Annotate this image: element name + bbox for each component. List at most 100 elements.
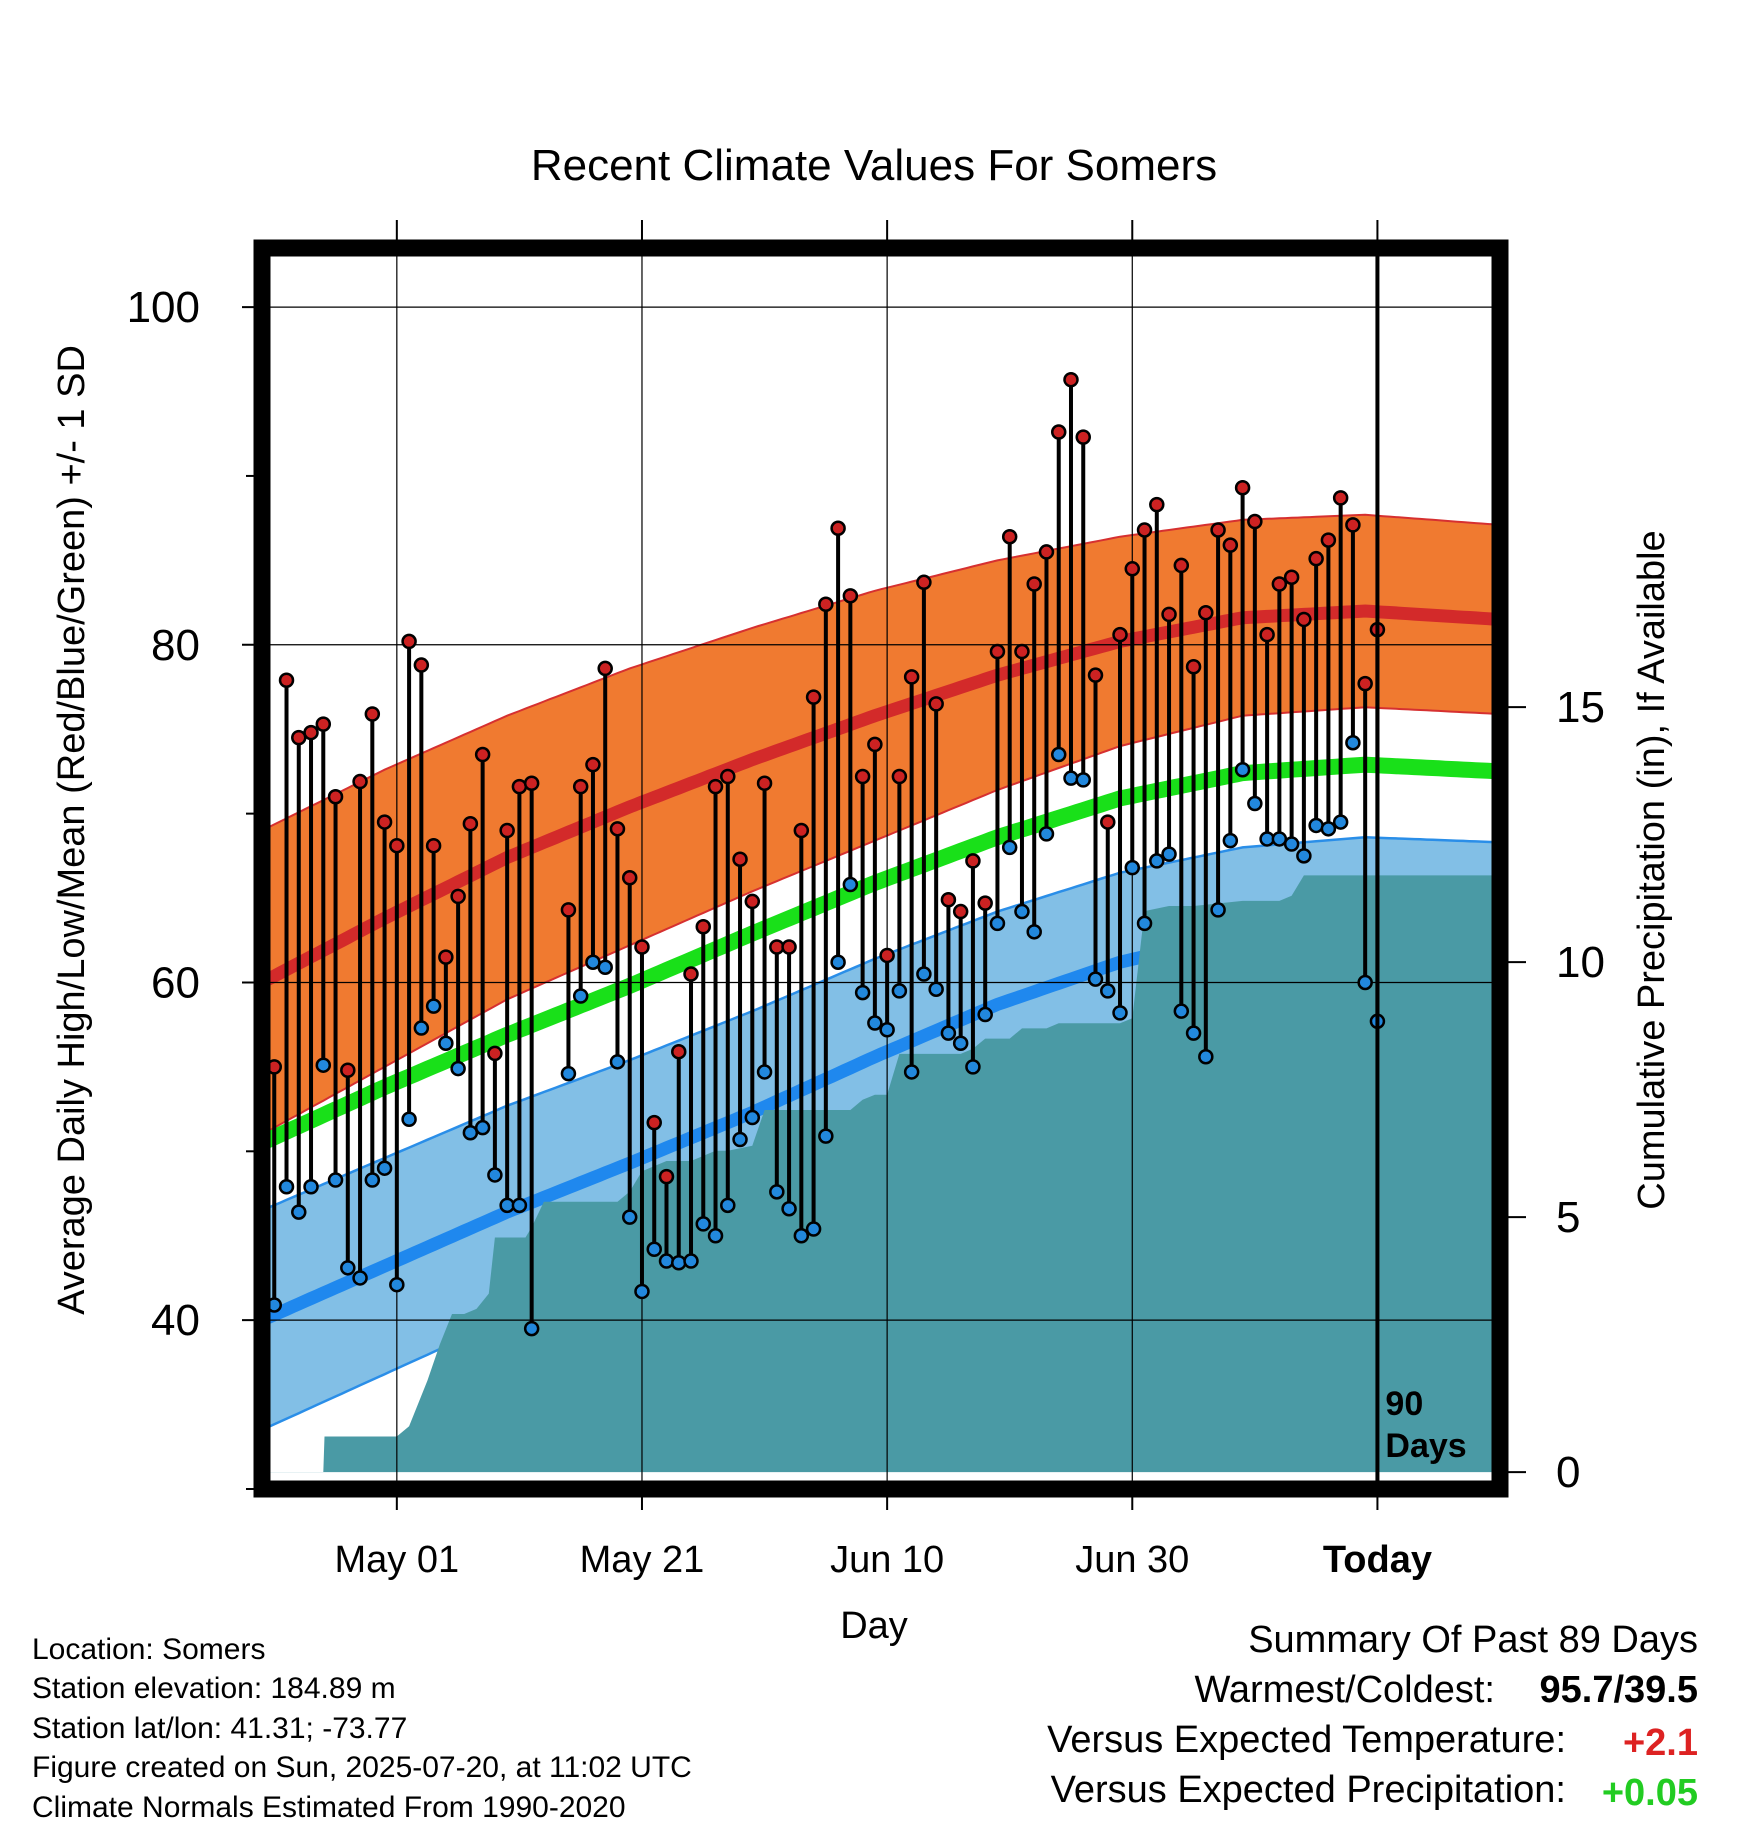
- daily-low-point: [1308, 817, 1324, 834]
- daily-high-point: [989, 643, 1006, 660]
- summary-temp-label: Versus Expected Temperature:: [1047, 1719, 1566, 1761]
- daily-low-point: [634, 1283, 650, 1300]
- daily-low-point: [671, 1254, 687, 1271]
- daily-low-point: [389, 1276, 405, 1293]
- footer-latlon: Station lat/lon: 41.31; -73.77: [32, 1712, 407, 1745]
- daily-high-point: [597, 660, 613, 677]
- daily-low-point: [1124, 859, 1141, 876]
- daily-low-point: [291, 1204, 307, 1220]
- daily-low-point: [376, 1160, 393, 1176]
- left-tick-label: 40: [151, 1296, 200, 1345]
- daily-low-point: [720, 1197, 736, 1214]
- daily-low-point: [1112, 1005, 1128, 1021]
- daily-high-point: [1087, 667, 1104, 683]
- daily-high-point: [781, 939, 797, 955]
- daily-low-point: [621, 1209, 638, 1225]
- right-tick-label: 5: [1556, 1193, 1580, 1242]
- daily-high-point: [977, 895, 993, 911]
- daily-high-point: [1308, 550, 1324, 567]
- daily-high-point: [1271, 576, 1288, 592]
- daily-high-point: [756, 775, 773, 791]
- daily-high-point: [1124, 561, 1141, 577]
- daily-low-point: [572, 988, 589, 1004]
- daily-low-point: [867, 1015, 883, 1031]
- daily-low-point: [1210, 902, 1226, 918]
- daily-low-point: [1026, 924, 1042, 940]
- x-axis-label: Day: [840, 1605, 908, 1647]
- daily-high-point: [646, 1114, 662, 1131]
- daily-high-point: [720, 768, 736, 785]
- daily-low-point: [560, 1065, 577, 1082]
- footer-normals: Climate Normals Estimated From 1990-2020: [32, 1791, 626, 1824]
- daily-high-point: [1234, 480, 1251, 496]
- plot-frame: [253, 239, 1509, 1498]
- daily-low-point: [450, 1060, 466, 1077]
- daily-low-point: [683, 1253, 699, 1269]
- daily-high-point: [928, 696, 944, 712]
- daily-high-point: [940, 891, 957, 908]
- daily-high-point: [1185, 658, 1202, 675]
- daily-high-point: [1332, 490, 1349, 506]
- daily-high-point: [695, 919, 712, 935]
- daily-high-point: [965, 853, 981, 869]
- daily-low-point: [1149, 853, 1165, 869]
- daily-low-point: [1075, 772, 1091, 788]
- daily-low-point: [1345, 734, 1361, 751]
- daily-high-point: [805, 689, 822, 705]
- daily-low-point: [793, 1227, 810, 1244]
- daily-high-point: [818, 596, 834, 613]
- daily-high-point: [854, 768, 871, 785]
- daily-low-point: [854, 984, 871, 1001]
- daily-low-point: [989, 915, 1006, 932]
- daily-high-point: [327, 788, 344, 805]
- daily-high-point: [744, 893, 761, 910]
- daily-low-point: [511, 1197, 528, 1214]
- daily-low-point: [879, 1021, 895, 1038]
- right-tick-label: 0: [1556, 1448, 1580, 1497]
- daily-low-point: [1001, 839, 1018, 856]
- right-tick-label: 10: [1556, 938, 1605, 987]
- daily-high-point: [867, 736, 883, 753]
- daily-low-point: [830, 954, 846, 970]
- daily-high-point: [523, 775, 540, 791]
- daily-high-point: [1038, 544, 1055, 560]
- daily-high-point: [474, 746, 491, 763]
- daily-low-point: [891, 983, 908, 999]
- daily-low-point: [401, 1111, 417, 1127]
- daily-low-point: [646, 1241, 662, 1257]
- daily-high-point: [1001, 528, 1018, 545]
- today-days-word: Days: [1385, 1427, 1466, 1465]
- daily-high-point: [389, 837, 405, 854]
- daily-low-point: [842, 876, 859, 893]
- daily-high-point: [413, 657, 430, 673]
- footer-location: Location: Somers: [32, 1633, 265, 1666]
- today-days-number: 90: [1385, 1385, 1423, 1423]
- daily-high-point: [1222, 537, 1239, 553]
- daily-high-point: [683, 966, 699, 982]
- chart-title: Recent Climate Values For Somers: [531, 141, 1217, 190]
- daily-low-point: [916, 966, 932, 982]
- daily-low-point: [1014, 903, 1030, 920]
- daily-low-point: [364, 1172, 381, 1188]
- daily-low-point: [352, 1270, 368, 1286]
- daily-high-point: [303, 724, 319, 741]
- daily-high-point: [450, 888, 466, 905]
- daily-high-point: [340, 1062, 356, 1079]
- daily-high-point: [1296, 611, 1312, 628]
- plot-border: [253, 239, 1509, 1498]
- daily-high-point: [621, 870, 638, 886]
- daily-high-point: [1161, 606, 1177, 623]
- daily-low-point: [1050, 746, 1067, 763]
- daily-low-point: [315, 1057, 332, 1073]
- daily-high-point: [1210, 522, 1226, 538]
- daily-low-point: [438, 1035, 454, 1052]
- daily-high-point: [842, 588, 859, 604]
- daily-low-point: [928, 981, 944, 997]
- daily-high-point: [1063, 371, 1079, 388]
- daily-high-point: [916, 574, 932, 591]
- daily-low-point: [1100, 983, 1116, 999]
- daily-low-point: [1185, 1025, 1202, 1041]
- daily-low-point: [487, 1167, 503, 1183]
- daily-high-point: [879, 947, 895, 964]
